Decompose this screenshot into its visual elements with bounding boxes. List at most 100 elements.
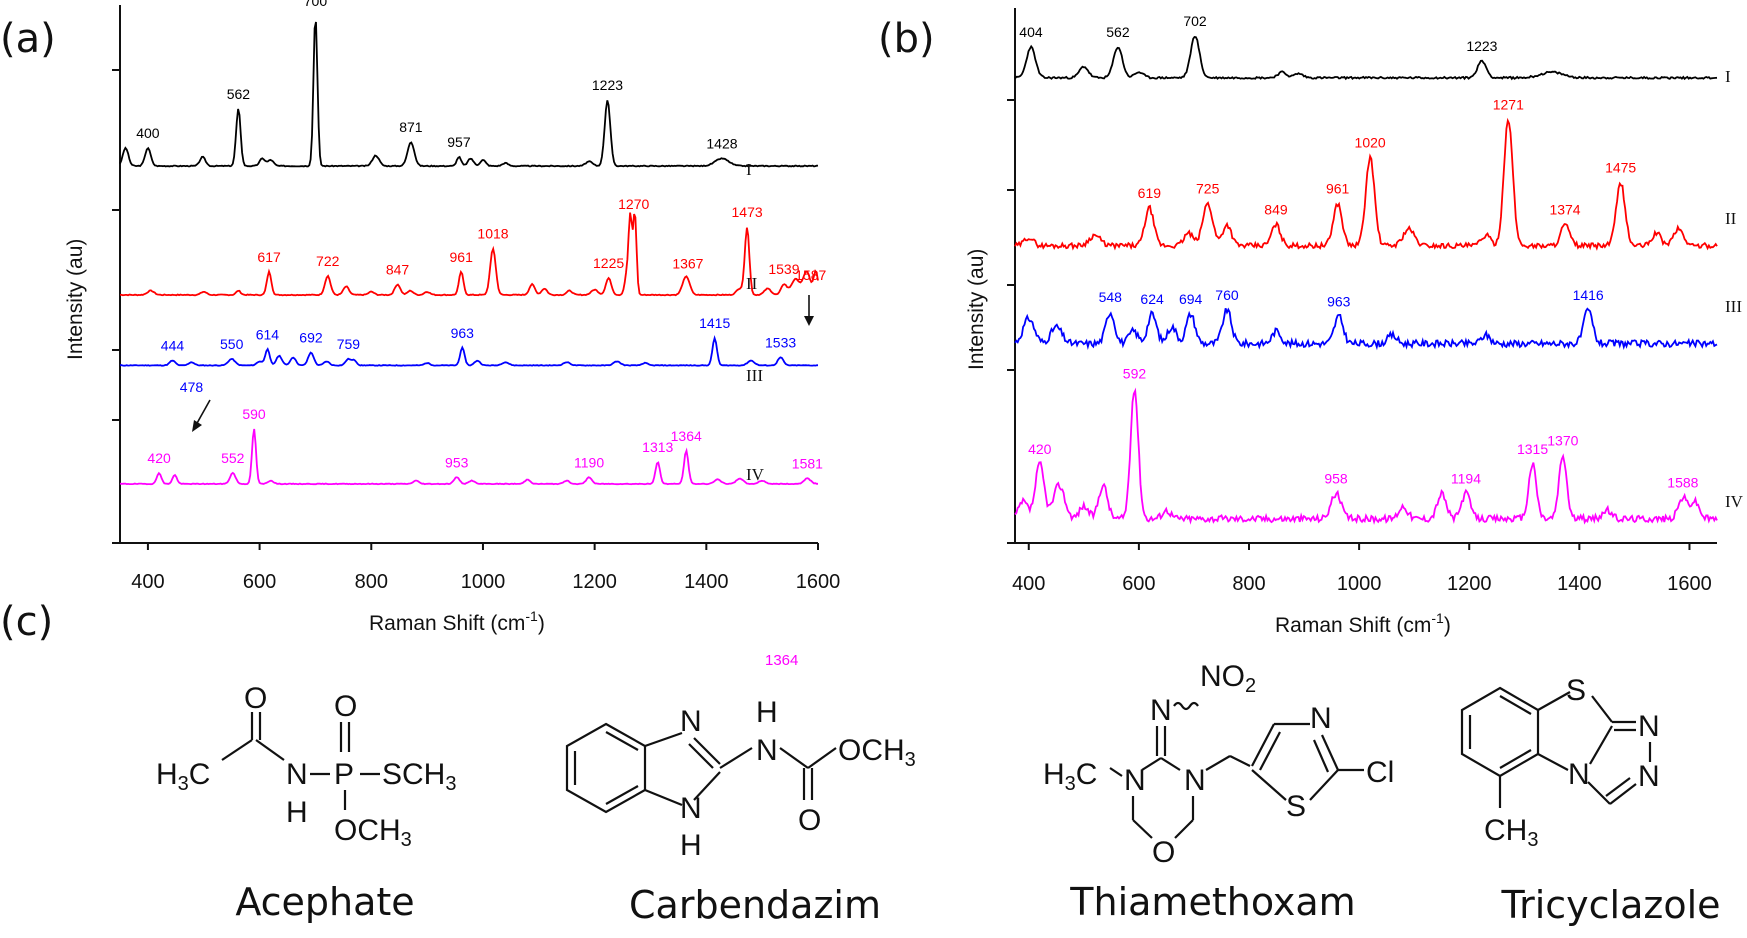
acephate-h3c: H3C	[156, 758, 210, 795]
stray-peak-label: 1364	[765, 652, 798, 669]
peak-label: 847	[386, 261, 410, 277]
peak-label: 1416	[1573, 287, 1604, 303]
peak-label: 961	[1326, 181, 1350, 197]
bond	[605, 731, 639, 751]
series-line-I	[119, 21, 819, 168]
peak-label: 1475	[1605, 160, 1636, 176]
peak-label: 1223	[592, 77, 623, 93]
x-tick-label: 1400	[684, 571, 729, 593]
peak-label: 1428	[706, 136, 737, 152]
peak-label: 404	[1019, 24, 1043, 40]
compound-name-tricyclazole: Tricyclazole	[1500, 883, 1720, 927]
peak-label: 592	[1123, 366, 1147, 382]
thiamethoxam-s: S	[1286, 790, 1306, 823]
bond	[1160, 757, 1181, 771]
series-line-II	[1014, 117, 1718, 251]
peak-label: 1020	[1355, 135, 1386, 151]
peak-label: 1581	[792, 455, 823, 471]
bond	[1229, 755, 1251, 767]
tricyclazole-ch3: CH3	[1484, 814, 1538, 851]
acephate-h: H	[286, 796, 308, 829]
peak-label: 961	[450, 249, 474, 265]
bond	[1537, 691, 1571, 711]
peak-label: 1223	[1466, 38, 1497, 54]
bond	[693, 771, 721, 801]
series-id-III: III	[1725, 297, 1742, 316]
thiamethoxam-structure: N NO2 H3C N N O N S Cl	[1043, 660, 1394, 869]
compound-name-acephate: Acephate	[235, 880, 414, 924]
bond	[1320, 734, 1340, 771]
peak-label: 871	[399, 119, 423, 135]
peak-label: 1364	[671, 428, 702, 444]
x-tick-label: 600	[243, 571, 276, 593]
bond	[1591, 695, 1613, 723]
x-axis-title-a: Raman Shift (cm-1)	[369, 608, 545, 635]
peak-label: 590	[242, 406, 266, 422]
peak-label: 1270	[618, 196, 649, 212]
peak-label: 760	[1215, 287, 1239, 303]
thiamethoxam-o: O	[1152, 836, 1175, 869]
bond	[221, 739, 253, 761]
peak-label: 614	[256, 326, 280, 342]
peak-label: 617	[257, 249, 281, 265]
peak-label: 700	[304, 0, 328, 9]
peak-label: 1374	[1549, 202, 1580, 218]
series-line-III	[1014, 307, 1718, 351]
carbendazim-n3: N	[756, 734, 778, 767]
bond	[644, 731, 683, 748]
bond	[1251, 723, 1275, 767]
y-ticks-b	[1007, 99, 1015, 544]
peak-label: 1587	[795, 267, 826, 283]
arrow-1587-head	[804, 316, 814, 326]
peak-label: 1225	[593, 255, 624, 271]
thiamethoxam-cl: Cl	[1366, 756, 1394, 789]
series-group-a: 400 562 700 871 957 1223 1428 I 617 722 847 9611018…	[119, 0, 827, 486]
x-tick-label: 800	[1232, 573, 1265, 595]
peak-label: 722	[316, 253, 340, 269]
thiamethoxam-n2: N	[1124, 764, 1146, 797]
bond	[1309, 769, 1339, 801]
peak-label: 963	[1327, 293, 1351, 309]
peak-label: 1367	[672, 255, 703, 271]
peak-label: 1313	[642, 439, 673, 455]
bond	[605, 785, 639, 805]
bond	[1589, 725, 1613, 765]
peak-label: 624	[1140, 291, 1164, 307]
bond	[1109, 767, 1123, 777]
series-id-II: II	[1725, 209, 1737, 228]
thiamethoxam-no2: NO2	[1200, 660, 1256, 697]
series-id-IV: IV	[746, 465, 765, 484]
bond	[779, 747, 809, 769]
peak-label: 702	[1183, 13, 1207, 29]
arrow-478	[195, 399, 211, 426]
peak-label: 1018	[477, 226, 508, 242]
x-ticks-b: 400 600 800 1000 1200 1400 1600	[1012, 543, 1712, 595]
thiamethoxam-n4: N	[1310, 702, 1332, 735]
carbendazim-h2: H	[680, 829, 702, 862]
bond	[1499, 749, 1532, 769]
thiamethoxam-n3: N	[1184, 764, 1206, 797]
chart-a: 400 600 800 1000 1200 1400 1600 400 562 700 871 95…	[64, 0, 840, 635]
carbendazim-o1: O	[798, 804, 821, 837]
peak-label: 694	[1179, 291, 1203, 307]
peak-label: 400	[136, 125, 160, 141]
peak-label: 562	[227, 86, 251, 102]
peak-label: 1271	[1493, 97, 1524, 113]
x-tick-label: 1600	[1667, 573, 1712, 595]
bond	[1141, 757, 1162, 771]
x-tick-label: 400	[1012, 573, 1045, 595]
peak-label: 1315	[1517, 441, 1548, 457]
x-tick-label: 1600	[796, 571, 841, 593]
peak-label: 548	[1099, 289, 1123, 305]
peak-label: 725	[1196, 181, 1220, 197]
benzene-ring	[565, 722, 647, 814]
thiamethoxam-n1: N	[1150, 694, 1172, 727]
peak-label: 957	[447, 134, 471, 150]
peak-label: 692	[299, 330, 323, 346]
series-line-III	[119, 334, 819, 367]
bond	[1259, 731, 1281, 771]
x-tick-label: 600	[1122, 573, 1155, 595]
carbendazim-n2: N	[680, 792, 702, 825]
tricyclazole-n3: N	[1638, 760, 1660, 793]
tricyclazole-n1: N	[1568, 758, 1590, 791]
